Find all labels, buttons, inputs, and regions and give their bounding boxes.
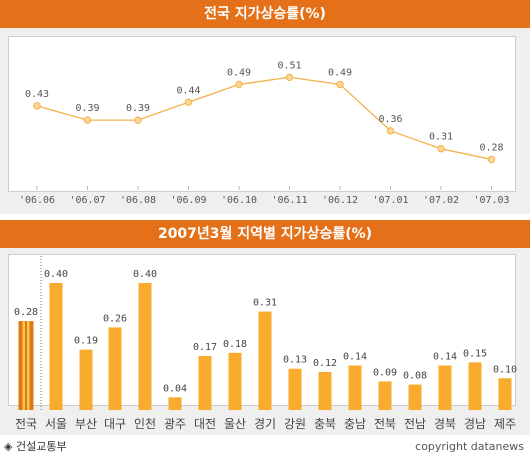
bar-value-label: 0.18: [223, 339, 247, 350]
line-value-label: 0.28: [479, 142, 503, 153]
source-label: 건설교통부: [15, 440, 67, 453]
line-value-label: 0.31: [429, 132, 453, 143]
bar-category-label: 부산: [75, 417, 97, 431]
bar-chart: 0.28 전국 0.40 서울 0.19 부산 0.26 대구 0.40 인천 0.04 광주 0.17…: [14, 256, 517, 431]
bar: [49, 283, 63, 410]
source-credit: ◈ 건설교통부: [4, 438, 67, 454]
bar-value-label: 0.14: [433, 352, 457, 363]
line-point: [336, 80, 344, 89]
line-x-tick-label: '07.02: [423, 195, 459, 206]
bar: [108, 327, 122, 410]
bar-category-label: 인천: [134, 416, 156, 431]
line-value-label: 0.49: [328, 67, 352, 78]
bar-category-label: 충남: [344, 417, 366, 431]
bar-category-label: 서울: [45, 417, 67, 431]
bar: [228, 352, 242, 410]
line-point: [285, 73, 294, 81]
line-point: [235, 80, 243, 89]
bar: [468, 362, 482, 410]
bar-category-label: 경기: [254, 417, 276, 431]
bar: [79, 349, 93, 410]
bar-category-label: 충북: [314, 417, 336, 431]
line-value-label: 0.51: [277, 60, 301, 71]
bar-value-label: 0.04: [163, 383, 187, 394]
bar: [168, 397, 182, 410]
line-point: [184, 98, 193, 106]
line-chart-panel: 0.43 0.39 0.39 0.44 0.49 0.51 0.49 0.36 0.31 0.28…: [0, 28, 530, 214]
line-x-tick-label: '06.12: [322, 195, 358, 206]
bar: [318, 371, 332, 410]
bar-value-label: 0.26: [103, 313, 127, 324]
bar-category-label: 제주: [494, 417, 516, 431]
line-point: [487, 155, 496, 164]
bar: [258, 311, 272, 410]
bar-value-label: 0.19: [74, 336, 98, 347]
line-point: [386, 127, 395, 135]
line-x-tick-label: '06.09: [170, 195, 206, 206]
bar: [498, 378, 512, 410]
bar-value-label: 0.12: [313, 358, 337, 369]
bar-value-label: 0.10: [493, 364, 517, 375]
bar-chart-title: 2007년3월 지역별 지가상승률(%): [0, 220, 530, 248]
line-x-tick-label: '06.06: [19, 195, 55, 206]
line-chart: 0.43 0.39 0.39 0.44 0.49 0.51 0.49 0.36 0.31 0.28…: [19, 60, 510, 206]
bar-value-label: 0.13: [283, 355, 307, 366]
bar: [288, 368, 302, 410]
bar-category-label: 대구: [104, 417, 126, 431]
bar-category-label: 강원: [284, 417, 306, 431]
bar: [408, 384, 422, 410]
bar-category-label: 광주: [164, 417, 186, 431]
bar-value-label: 0.08: [403, 371, 427, 382]
bar-category-label: 전국: [15, 417, 37, 431]
bar-chart-panel: 0.28 전국 0.40 서울 0.19 부산 0.26 대구 0.40 인천 0.04 광주 0.17…: [0, 248, 530, 435]
bar-category-label: 경남: [464, 417, 486, 431]
line-x-tick-label: '06.07: [69, 195, 105, 206]
bar: [348, 365, 362, 410]
line-x-tick-label: '06.11: [271, 195, 307, 206]
line-point: [33, 102, 41, 110]
line-point: [437, 145, 445, 153]
bar-value-label: 0.40: [44, 269, 68, 280]
diamond-icon: ◈: [4, 440, 13, 453]
bar-value-label: 0.15: [463, 348, 487, 359]
copyright-text: copyright datanews: [415, 440, 524, 453]
bar-category-label: 전남: [404, 417, 426, 431]
line-value-label: 0.49: [227, 67, 251, 78]
line-value-label: 0.36: [378, 114, 402, 125]
line-x-tick-label: '06.08: [120, 195, 156, 206]
line-value-label: 0.43: [25, 89, 49, 100]
line-x-tick-label: '07.03: [473, 195, 509, 206]
line-value-label: 0.39: [75, 103, 99, 114]
line-x-tick-label: '06.10: [221, 195, 257, 206]
bar-value-label: 0.28: [14, 307, 38, 318]
line-value-label: 0.39: [126, 103, 150, 114]
line-chart-title: 전국 지가상승률(%): [0, 0, 530, 28]
line-point: [83, 116, 92, 124]
bar-category-label: 울산: [224, 417, 246, 431]
bar-value-label: 0.09: [373, 367, 397, 378]
line-series: [36, 76, 492, 161]
bar: [438, 365, 452, 410]
bar: [198, 356, 212, 410]
line-chart-plot-area: [8, 36, 516, 192]
bar-category-label: 대전: [194, 417, 216, 431]
bar: [378, 381, 392, 410]
bar: [138, 283, 152, 410]
line-x-tick-label: '07.01: [372, 195, 408, 206]
line-value-label: 0.44: [176, 85, 200, 96]
bar-value-label: 0.31: [253, 298, 277, 309]
bar-highlight-core: [25, 321, 27, 410]
bar-value-label: 0.40: [133, 269, 157, 280]
bar-value-label: 0.17: [193, 342, 217, 353]
bar-category-label: 경북: [434, 417, 456, 431]
bar-value-label: 0.14: [343, 352, 367, 363]
bar-category-label: 전북: [374, 417, 396, 431]
line-point: [134, 116, 142, 124]
